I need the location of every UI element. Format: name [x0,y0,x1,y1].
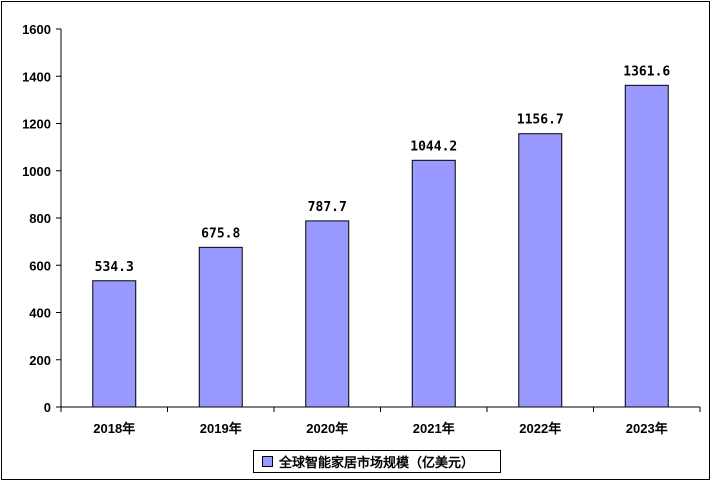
data-label: 534.3 [95,260,134,275]
legend-label: 全球智能家居市场规模（亿美元） [279,456,475,471]
data-label: 675.8 [201,226,240,241]
data-labels: 534.3 675.8 787.7 1044.2 1156.7 1361.6 [95,64,671,274]
y-tick-label: 1600 [22,22,51,37]
x-tick-label: 2020年 [306,421,348,436]
legend-swatch [262,456,273,467]
y-tick-label: 1400 [22,69,51,84]
bars [92,84,669,408]
data-label: 1361.6 [623,64,670,79]
bar [518,133,563,408]
bar [198,246,243,408]
data-label: 1044.2 [410,139,457,154]
data-label: 1156.7 [517,113,564,128]
x-tick-label: 2019年 [200,421,242,436]
x-tick-label: 2022年 [519,421,561,436]
bar [411,159,456,408]
y-tick-label: 0 [44,400,51,415]
bar [305,220,350,408]
bar [624,84,669,408]
y-tick-label: 200 [29,353,51,368]
x-axis: 2018年 2019年 2020年 2021年 2022年 2023年 [60,406,701,436]
x-tick-label: 2023年 [626,421,668,436]
y-tick-label: 1200 [22,117,51,132]
y-tick-label: 400 [29,306,51,321]
y-axis: 0 200 400 600 800 1000 1200 1400 1600 [22,22,62,415]
data-label: 787.7 [308,200,347,215]
bar [92,280,137,408]
x-tick-label: 2018年 [93,421,135,436]
x-tick-label: 2021年 [413,421,455,436]
y-tick-label: 1000 [22,164,51,179]
legend: 全球智能家居市场规模（亿美元） [253,450,501,473]
y-tick-label: 800 [29,211,51,226]
y-tick-label: 600 [29,258,51,273]
